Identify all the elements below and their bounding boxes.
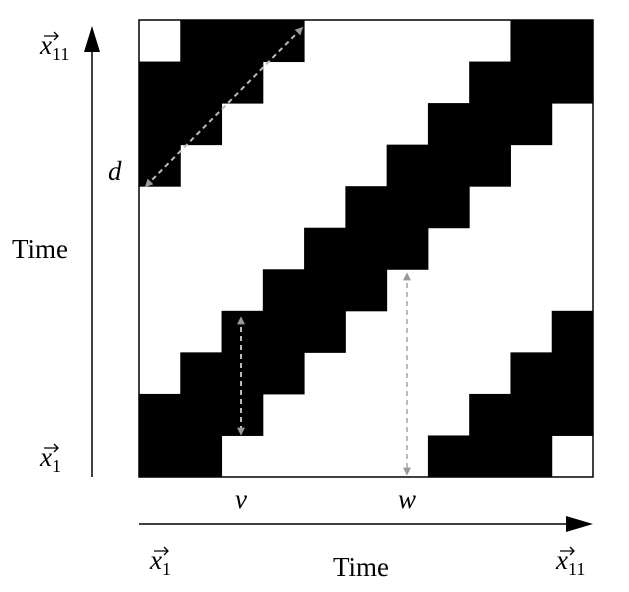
recurrence-cell [551, 310, 594, 353]
v-label: v [235, 484, 247, 514]
recurrence-cell [221, 20, 264, 63]
recurrence-cell [427, 435, 470, 478]
svg-text:x11: x11 [555, 545, 585, 579]
d-label: d [108, 156, 122, 186]
recurrence-cell [345, 186, 388, 229]
recurrence-cell [469, 144, 511, 187]
recurrence-cell [180, 103, 223, 146]
recurrence-cell [510, 103, 553, 146]
recurrence-cell [469, 103, 511, 146]
recurrence-cell [510, 435, 553, 478]
symbol: x [39, 442, 52, 472]
recurrence-cell [469, 435, 511, 478]
recurrence-cell [139, 393, 181, 436]
x-axis-head [566, 516, 593, 532]
recurrence-cell [551, 352, 594, 395]
recurrence-cell [139, 435, 181, 478]
y-axis-head [84, 26, 100, 52]
recurrence-cell [221, 393, 264, 436]
recurrence-cell [180, 435, 223, 478]
svg-text:x1: x1 [39, 442, 61, 476]
recurrence-cell [510, 20, 553, 63]
recurrence-cell [345, 269, 388, 312]
recurrence-cell [304, 227, 346, 270]
x-title: Time [333, 552, 389, 582]
recurrence-cell [427, 103, 470, 146]
recurrence-cell [304, 269, 346, 312]
recurrence-cell [221, 310, 264, 353]
recurrence-cell [345, 227, 388, 270]
recurrence-cell [427, 144, 470, 187]
recurrence-cells [139, 20, 594, 478]
d-arrow [144, 26, 304, 188]
x-left-label: x1 [149, 545, 171, 579]
recurrence-cell [386, 227, 429, 270]
y-bottom-label: x1 [39, 442, 61, 476]
symbol: x [39, 30, 52, 60]
x-right-label: x11 [555, 545, 585, 579]
recurrence-cell [139, 144, 181, 187]
recurrence-cell [469, 61, 511, 104]
svg-text:x11: x11 [39, 30, 69, 64]
recurrence-cell [262, 310, 305, 353]
plot-frame [138, 19, 594, 478]
recurrence-cell [262, 352, 305, 395]
recurrence-cell [510, 352, 553, 395]
subscript: 11 [568, 559, 585, 579]
recurrence-cell [551, 20, 594, 63]
recurrence-cell [139, 61, 181, 104]
symbol: x [555, 545, 568, 575]
recurrence-cell [180, 393, 223, 436]
subscript: 1 [162, 559, 171, 579]
recurrence-cell [221, 61, 264, 104]
recurrence-cell [469, 393, 511, 436]
recurrence-cell [180, 61, 223, 104]
recurrence-cell [262, 20, 305, 63]
recurrence-cell [304, 310, 346, 353]
subscript: 1 [52, 456, 61, 476]
subscript: 11 [52, 44, 69, 64]
recurrence-cell [386, 144, 429, 187]
recurrence-cell [180, 352, 223, 395]
recurrence-cell [262, 269, 305, 312]
recurrence-cell [139, 103, 181, 146]
recurrence-cell [551, 61, 594, 104]
recurrence-cell [221, 352, 264, 395]
y-title: Time [12, 234, 68, 264]
symbol: x [149, 545, 162, 575]
recurrence-cell [551, 393, 594, 436]
recurrence-cell [180, 20, 223, 63]
y-top-label: x11 [39, 30, 69, 64]
recurrence-cell [427, 186, 470, 229]
w-label: w [398, 484, 416, 514]
recurrence-cell [510, 393, 553, 436]
recurrence-cell [386, 186, 429, 229]
recurrence-cell [510, 61, 553, 104]
svg-text:x1: x1 [149, 545, 171, 579]
